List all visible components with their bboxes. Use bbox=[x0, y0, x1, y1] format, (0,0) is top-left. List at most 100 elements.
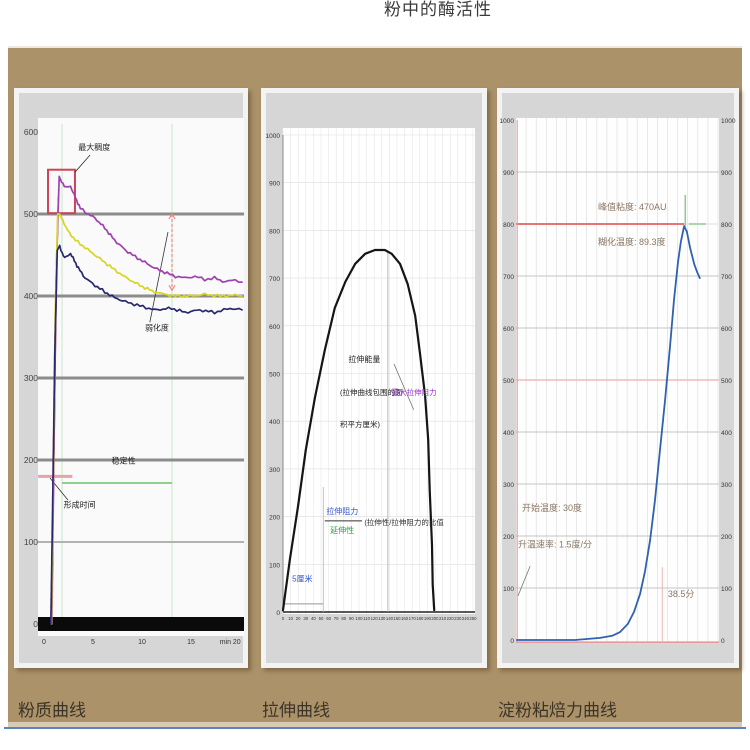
pointer-max-resistance bbox=[393, 363, 415, 410]
label-gel-temp: 糊化温度: 89.3度 bbox=[598, 236, 666, 247]
y-axis-labels-left: 0 bbox=[510, 638, 514, 645]
x-axis-labels: 190 bbox=[424, 616, 432, 621]
pointer-peak-label bbox=[74, 154, 91, 173]
x-axis-labels: 100 bbox=[355, 616, 363, 621]
softening-arrow-head-bottom bbox=[168, 284, 176, 292]
x-axis-labels: 20 bbox=[296, 616, 301, 621]
y-axis-labels-right: 200 bbox=[721, 534, 732, 541]
x-axis-labels: 200 bbox=[431, 616, 439, 621]
bottom-strip bbox=[8, 722, 742, 727]
x-axis-labels: 120 bbox=[371, 616, 379, 621]
label-ratio-note: (拉伸性/拉伸阻力的比值 bbox=[364, 517, 444, 527]
x-axis-labels: 170 bbox=[409, 616, 417, 621]
peak-box bbox=[47, 168, 76, 215]
y-axis-labels: 0 bbox=[33, 619, 38, 629]
x-axis-labels: 0 bbox=[282, 616, 285, 621]
x-axis-labels: 15 bbox=[187, 639, 195, 646]
x-axis-labels: 180 bbox=[416, 616, 424, 621]
y-axis-labels-left: 500 bbox=[503, 378, 514, 385]
extensograph-curve bbox=[281, 248, 436, 612]
y-axis-labels-left: 200 bbox=[503, 534, 514, 541]
label-five-cm: 5厘米 bbox=[292, 573, 312, 583]
x-axis-labels: 10 bbox=[138, 639, 146, 646]
pointer-start bbox=[517, 566, 531, 596]
x-axis-labels: 90 bbox=[349, 616, 354, 621]
pointer-softening bbox=[149, 231, 169, 323]
caption-amylograph: 淀粉粘焙力曲线 bbox=[498, 701, 617, 720]
caption-extensograph: 拉伸曲线 bbox=[262, 701, 330, 720]
label-start-temp: 开始温度: 30度 bbox=[522, 502, 582, 513]
x-axis-labels: 240 bbox=[462, 616, 470, 621]
label-heat-rate: 升温速率: 1.5度/分 bbox=[518, 538, 592, 549]
label-peak-viscosity: 峰值粘度: 470AU bbox=[598, 201, 667, 212]
y-axis-labels-right: 700 bbox=[721, 274, 732, 281]
y-axis-labels-left: 900 bbox=[503, 170, 514, 177]
label-stability: 稳定性 bbox=[112, 455, 136, 465]
y-axis-labels: 200 bbox=[24, 455, 38, 465]
y-axis-labels: 400 bbox=[24, 291, 38, 301]
y-axis-labels-left: 600 bbox=[503, 326, 514, 333]
x-axis-labels: 140 bbox=[386, 616, 394, 621]
y-axis-labels-right: 300 bbox=[721, 482, 732, 489]
label-peak-time: 38.5分 bbox=[668, 589, 695, 599]
y-axis-labels: 800 bbox=[269, 228, 280, 235]
label-development: 形成时间 bbox=[64, 500, 96, 510]
y-axis-labels-left: 100 bbox=[503, 586, 514, 593]
y-axis-labels-right: 0 bbox=[721, 638, 725, 645]
y-axis-labels-right: 1000 bbox=[721, 118, 736, 125]
x-axis-labels: 30 bbox=[303, 616, 308, 621]
plot-area bbox=[283, 128, 475, 614]
label-area-note-1: (拉伸曲线包围的面 bbox=[340, 387, 403, 397]
page-title: 粉中的酶活性 bbox=[384, 0, 492, 19]
x-axis-labels: 60 bbox=[326, 616, 331, 621]
y-axis-labels-left: 300 bbox=[503, 482, 514, 489]
y-axis-labels-right: 800 bbox=[721, 222, 732, 229]
x-axis-labels: 40 bbox=[311, 616, 316, 621]
label-softening: 弱化度 bbox=[145, 322, 169, 332]
x-axis-labels: 0 bbox=[42, 639, 46, 646]
y-axis-labels: 600 bbox=[24, 127, 38, 137]
label-area-note-2: 积平方厘米) bbox=[340, 419, 380, 429]
x-axis-labels: 10 bbox=[288, 616, 293, 621]
y-axis-labels: 300 bbox=[24, 373, 38, 383]
x-axis-labels: 80 bbox=[341, 616, 346, 621]
curve-navy bbox=[50, 244, 243, 625]
x-axis-labels: 160 bbox=[401, 616, 409, 621]
label-extensibility: 延伸性 bbox=[330, 525, 354, 535]
x-axis-labels: 230 bbox=[454, 616, 462, 621]
y-axis-labels: 0 bbox=[276, 610, 280, 617]
y-axis-labels: 500 bbox=[24, 209, 38, 219]
divider-line bbox=[4, 727, 746, 729]
caption-farinograph: 粉质曲线 bbox=[18, 701, 86, 720]
label-energy: 拉伸能量 bbox=[348, 354, 380, 364]
label-max-resistance: 最大拉伸阻力 bbox=[392, 387, 437, 397]
y-axis-labels: 700 bbox=[269, 276, 280, 283]
x-axis-labels: 250 bbox=[469, 616, 477, 621]
y-axis-labels: 600 bbox=[269, 324, 280, 331]
viscosity-curve bbox=[515, 225, 701, 641]
y-axis-labels: 300 bbox=[269, 467, 280, 474]
x-axis-labels: 50 bbox=[319, 616, 324, 621]
y-axis-labels-right: 600 bbox=[721, 326, 732, 333]
label-resistance: 拉伸阻力 bbox=[326, 506, 358, 516]
y-axis-labels-left: 400 bbox=[503, 430, 514, 437]
label-peak: 最大稠度 bbox=[78, 142, 110, 152]
y-axis-labels-right: 100 bbox=[721, 586, 732, 593]
y-axis-labels: 1000 bbox=[266, 133, 281, 140]
y-axis-labels: 100 bbox=[24, 537, 38, 547]
y-axis-labels-right: 500 bbox=[721, 378, 732, 385]
y-axis-labels: 500 bbox=[269, 372, 280, 379]
y-axis-labels: 100 bbox=[269, 562, 280, 569]
y-axis-labels: 900 bbox=[269, 181, 280, 188]
x-axis-labels: 130 bbox=[378, 616, 386, 621]
y-axis-labels-left: 1000 bbox=[500, 118, 515, 125]
x-axis-labels: 70 bbox=[334, 616, 339, 621]
x-axis-labels: 110 bbox=[363, 616, 370, 621]
y-axis-labels-left: 800 bbox=[503, 222, 514, 229]
y-axis-labels: 400 bbox=[269, 419, 280, 426]
x-axis-labels: 210 bbox=[439, 616, 447, 621]
